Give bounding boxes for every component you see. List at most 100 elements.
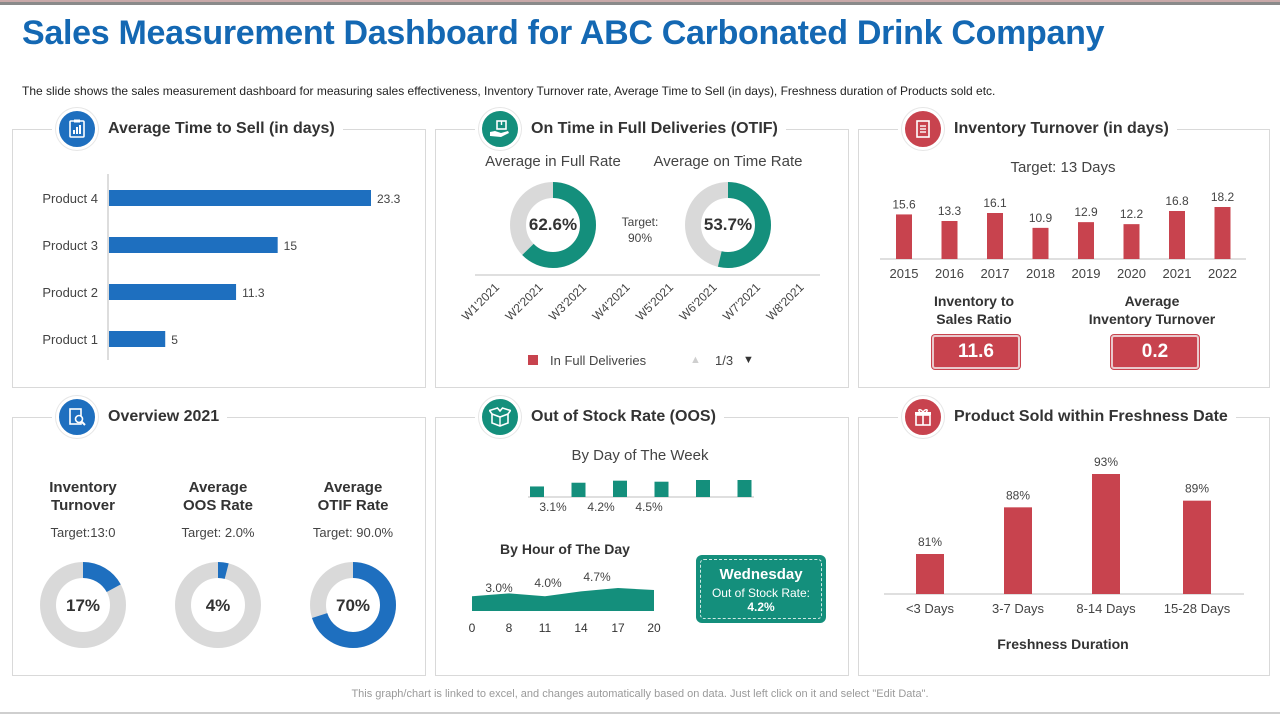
inventory-value-label: 12.9 xyxy=(1074,205,1098,219)
oos-hour-title: By Hour of The Day xyxy=(500,541,630,557)
inventory-bar xyxy=(987,213,1003,259)
freshness-title: Product Sold within Freshness Date xyxy=(954,408,1228,425)
inventory-year-label: 2018 xyxy=(1026,266,1055,281)
overview-donut xyxy=(310,562,396,648)
otif-week-label: W5'2021 xyxy=(633,280,676,323)
overview-item-target: Target: 90.0% xyxy=(312,525,394,540)
oos-day-bar xyxy=(530,486,544,497)
inventory-value-label: 10.9 xyxy=(1029,211,1053,225)
oos-hour-value-label: 4.7% xyxy=(583,570,611,584)
inventory-bar xyxy=(1032,227,1049,259)
oos-hour-axis-label: 8 xyxy=(506,621,513,635)
oos-hour-axis-label: 11 xyxy=(539,621,552,635)
freshness-bar xyxy=(916,554,944,594)
avg-time-value-label: 5 xyxy=(171,333,178,347)
otif-week-label: W3'2021 xyxy=(546,280,589,323)
freshness-value-label: 88% xyxy=(1006,488,1030,502)
oos-day-title: By Day of The Week xyxy=(571,447,709,464)
inventory-avg-kpi: 0.2 xyxy=(1111,335,1199,369)
bottom-rule xyxy=(0,712,1280,714)
oos-day-bar xyxy=(571,482,586,497)
oos-day-bar xyxy=(696,480,710,497)
inventory-value-label: 13.3 xyxy=(938,204,962,218)
otif-target-label: Target: xyxy=(621,215,659,229)
inventory-target: Target: 13 Days xyxy=(1010,159,1116,176)
otif-legend-pager: 1/3 xyxy=(715,353,734,368)
otif-time-rate-value: 53.7% xyxy=(703,215,753,234)
otif-time-rate-label: Average on Time Rate xyxy=(653,153,803,170)
open-box-icon xyxy=(479,396,521,438)
inventory-year-label: 2017 xyxy=(981,266,1010,281)
otif-legend-swatch xyxy=(528,355,538,365)
oos-hour-value-label: 4.0% xyxy=(534,576,562,590)
freshness-category-label: 15-28 Days xyxy=(1164,601,1231,616)
freshness-value-label: 89% xyxy=(1185,482,1209,496)
otif-week-axis: W1'2021 W2'2021 W3'2021 W4'2021 W5'2021 W6'20… xyxy=(459,274,820,323)
freshness-value-label: 93% xyxy=(1094,455,1118,469)
overview-panel-title: Overview 2021 xyxy=(52,395,228,439)
freshness-bar xyxy=(1183,500,1211,594)
otif-time-rate-donut xyxy=(685,182,771,268)
oos-hour-axis-label: 17 xyxy=(611,621,625,635)
oos-panel xyxy=(435,417,849,676)
callout-value: 4.2% xyxy=(747,600,775,614)
callout-subtitle: Out of Stock Rate: xyxy=(711,586,811,600)
freshness-chart: 81% <3 Days 88% 3-7 Days 93% 8-14 Days 89% 15-2… xyxy=(884,455,1244,616)
otif-week-label: W1'2021 xyxy=(459,280,502,323)
freshness-category-label: 3-7 Days xyxy=(992,601,1045,616)
inventory-ratio-kpi: 11.6 xyxy=(932,335,1020,369)
legend-prev-arrow-icon[interactable]: ▲ xyxy=(690,354,701,366)
inventory-year-label: 2022 xyxy=(1208,266,1237,281)
magnifier-document-icon xyxy=(56,396,98,438)
otif-week-label: W8'2021 xyxy=(763,280,806,323)
avg-time-panel-title: Average Time to Sell (in days) xyxy=(52,107,343,151)
freshness-bar xyxy=(1092,474,1120,594)
clipboard-chart-icon xyxy=(56,108,98,150)
page-title: Sales Measurement Dashboard for ABC Carb… xyxy=(22,14,1105,52)
overview-item-value: 17% xyxy=(65,596,101,615)
oos-day-bar xyxy=(613,480,627,497)
otif-legend-label: In Full Deliveries xyxy=(550,353,647,368)
freshness-panel xyxy=(858,417,1270,676)
freshness-bar xyxy=(1004,507,1032,594)
avg-time-bar xyxy=(109,284,237,300)
legend-next-arrow-icon[interactable]: ▼ xyxy=(743,354,754,366)
freshness-value-label: 81% xyxy=(918,535,942,549)
inventory-ratio-label: Inventory to Sales Ratio xyxy=(933,293,1015,327)
callout-title: Wednesday xyxy=(719,566,803,583)
otif-full-rate-donut xyxy=(510,182,596,268)
avg-time-value-label: 23.3 xyxy=(377,192,401,206)
inventory-year-label: 2019 xyxy=(1072,266,1101,281)
overview-donut xyxy=(40,562,126,648)
delivery-hand-icon xyxy=(479,108,521,150)
otif-title: On Time in Full Deliveries (OTIF) xyxy=(531,120,778,137)
avg-time-value-label: 15 xyxy=(284,239,298,253)
otif-full-rate-label: Average in Full Rate xyxy=(485,153,621,170)
otif-full-rate-value: 62.6% xyxy=(528,215,578,234)
oos-panel-title: Out of Stock Rate (OOS) xyxy=(475,395,724,439)
oos-callout: Wednesday Out of Stock Rate: 4.2% xyxy=(696,555,826,623)
inventory-value-label: 16.1 xyxy=(983,196,1007,210)
oos-hour-axis-label: 0 xyxy=(469,621,476,635)
oos-day-value-label: 4.5% xyxy=(635,500,663,514)
oos-hour-axis-label: 20 xyxy=(647,621,661,635)
overview-item-target: Target: 2.0% xyxy=(181,525,255,540)
freshness-category-label: <3 Days xyxy=(906,601,955,616)
freshness-panel-title: Product Sold within Freshness Date xyxy=(898,395,1236,439)
inventory-avg-label: Average Inventory Turnover xyxy=(1088,293,1216,327)
inventory-bar xyxy=(896,214,912,259)
otif-panel-title: On Time in Full Deliveries (OTIF) xyxy=(475,107,786,151)
overview-title: Overview 2021 xyxy=(108,408,220,425)
oos-hour-axis-label: 14 xyxy=(574,621,588,635)
oos-hour-chart: 0 8 11 14 17 20 3.0% 4.0% 4.7% xyxy=(469,570,661,635)
otif-week-label: W2'2021 xyxy=(502,280,545,323)
inventory-year-label: 2016 xyxy=(935,266,964,281)
footer-note: This graph/chart is linked to excel, and… xyxy=(351,688,929,700)
oos-hour-value-label: 3.0% xyxy=(485,581,513,595)
avg-time-value-label: 11.3 xyxy=(242,286,265,300)
otif-week-label: W6'2021 xyxy=(676,280,719,323)
oos-day-value-label: 3.1% xyxy=(539,500,567,514)
inventory-value-label: 18.2 xyxy=(1211,190,1235,204)
inventory-panel-title: Inventory Turnover (in days) xyxy=(898,107,1177,151)
avg-time-bar xyxy=(109,331,166,347)
